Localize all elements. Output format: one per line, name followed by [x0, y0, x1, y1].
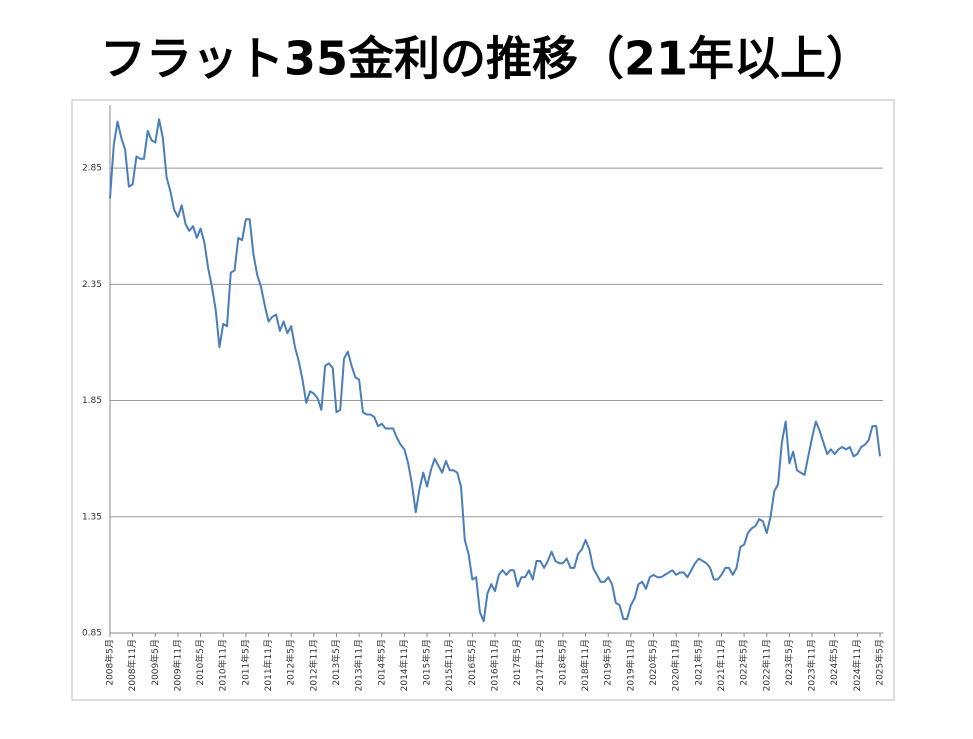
y-tick-label: 1.35: [82, 512, 102, 522]
x-tick-label: 2019年5月: [602, 639, 614, 686]
x-tick-label: 2015年5月: [421, 639, 433, 686]
y-tick-label: 0.85: [82, 629, 102, 639]
x-tick-label: 2019年11月: [624, 639, 636, 691]
y-tick-label: 1.85: [82, 396, 102, 406]
x-tick-label: 2022年11月: [760, 639, 772, 691]
rate-line: [109, 118, 881, 623]
x-tick-label: 2017年11月: [534, 639, 546, 691]
x-tick-label: 2008年5月: [104, 639, 116, 686]
x-tick-label: 2017年5月: [511, 639, 523, 686]
x-tick-label: 2020年11月: [670, 639, 682, 691]
x-tick-label: 2022年5月: [738, 639, 750, 686]
x-tick-label: 2024年11月: [851, 639, 863, 691]
x-tick-label: 2023年11月: [806, 639, 818, 691]
x-tick-label: 2016年11月: [489, 639, 501, 691]
x-tick-label: 2021年5月: [692, 639, 704, 686]
x-tick-label: 2012年5月: [285, 639, 297, 686]
x-tick-label: 2010年5月: [194, 639, 206, 686]
x-tick-label: 2013年5月: [330, 639, 342, 686]
chart-frame: [71, 99, 895, 701]
x-tick-label: 2024年5月: [828, 639, 840, 686]
x-tick-label: 2023年5月: [783, 639, 795, 686]
x-tick-label: 2010年11月: [217, 639, 229, 691]
x-tick-label: 2020年5月: [647, 639, 659, 686]
y-tick-label: 2.35: [82, 280, 102, 290]
plot: 0.85 1.35 1.85 2.35 2.85 2008年5月 2008年11月 2009年…: [82, 105, 886, 691]
x-tick-label: 2011年11月: [262, 639, 274, 691]
x-tick-label: 2012年11月: [307, 639, 319, 691]
x-tick-label: 2013年11月: [353, 639, 365, 691]
chart-title: フラット35金利の推移（21年以上）: [100, 32, 872, 86]
x-tick-label: 2025年5月: [874, 639, 886, 686]
x-tick-label: 2011年5月: [239, 639, 251, 686]
x-tick-label: 2016年5月: [466, 639, 478, 686]
x-tick-label: 2008年11月: [126, 639, 138, 691]
x-tick-label: 2018年5月: [556, 639, 568, 686]
x-tick-label: 2021年11月: [715, 639, 727, 691]
y-tick-label: 2.85: [82, 164, 102, 174]
x-tick-label: 2018年11月: [579, 639, 591, 691]
x-tick-label: 2014年5月: [375, 639, 387, 686]
x-tick-label: 2014年11月: [398, 639, 410, 691]
x-tick-label: 2009年11月: [171, 639, 183, 691]
x-tick-label: 2009年5月: [149, 639, 161, 686]
x-tick-label: 2015年11月: [443, 639, 455, 691]
